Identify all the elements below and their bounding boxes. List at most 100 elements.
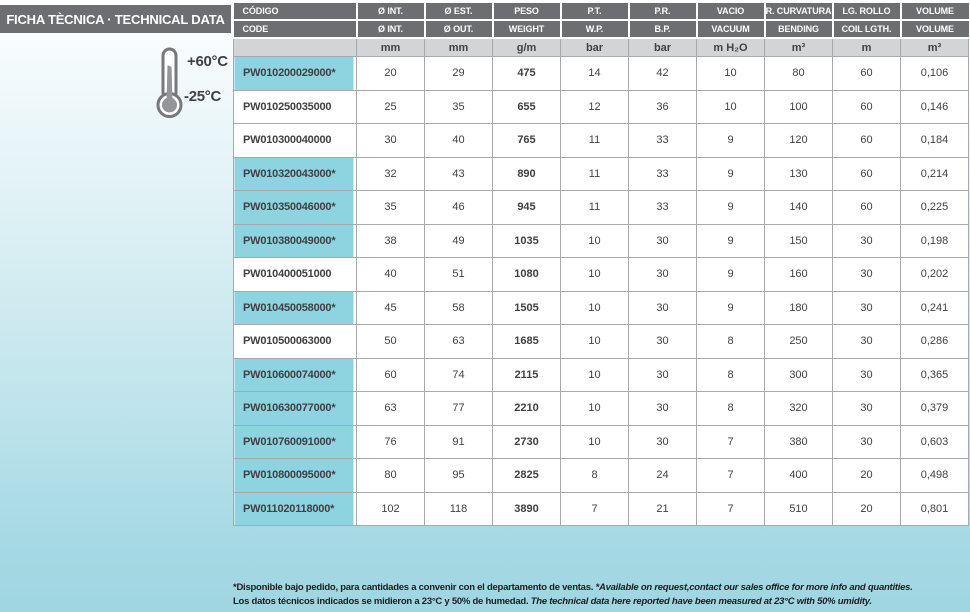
data-cell: 11 bbox=[560, 190, 629, 225]
column-header-es: VACIO bbox=[696, 3, 766, 21]
data-cell: 1080 bbox=[492, 257, 561, 292]
data-cell: 11 bbox=[560, 156, 629, 191]
data-cell: 300 bbox=[764, 357, 833, 392]
data-cell: 51 bbox=[424, 257, 493, 292]
code-cell: PW011020118000* bbox=[233, 491, 357, 526]
data-cell: 8 bbox=[560, 458, 629, 493]
code-cell: PW010500063000 bbox=[233, 324, 357, 359]
column-header-es: PESO bbox=[492, 3, 562, 21]
column-unit: m H₂O bbox=[696, 38, 765, 57]
data-cell: 9 bbox=[696, 223, 765, 258]
table-row: PW010300040000 30 40 765 11 33 9 120 60 0,184 bbox=[233, 123, 969, 158]
data-cell: 8 bbox=[696, 357, 765, 392]
data-cell: 7 bbox=[696, 491, 765, 526]
data-cell: 12 bbox=[560, 89, 629, 124]
data-cell: 8 bbox=[696, 324, 765, 359]
data-cell: 30 bbox=[832, 223, 901, 258]
table-row: PW010800095000* 80 95 2825 8 24 7 400 20 0,498 bbox=[233, 458, 969, 493]
footer-note-2-es: Los datos técnicos indicados se midieron… bbox=[233, 596, 531, 607]
temp-min-label: -25°C bbox=[184, 88, 222, 105]
column-unit bbox=[233, 38, 357, 57]
table-row: PW011020118000* 102 118 3890 7 21 7 510 20 0,801 bbox=[233, 491, 969, 526]
column-header-en: WEIGHT bbox=[492, 20, 562, 39]
data-cell: 0,214 bbox=[900, 156, 969, 191]
data-cell: 60 bbox=[832, 89, 901, 124]
page-title: FICHA TÈCNICA · TECHNICAL DATA bbox=[6, 11, 225, 27]
footer-note-1-en: *Available on request,contact our sales … bbox=[595, 582, 913, 593]
data-cell: 60 bbox=[832, 123, 901, 158]
data-cell: 30 bbox=[628, 257, 697, 292]
thermometer-icon bbox=[156, 47, 183, 118]
data-cell: 0,202 bbox=[900, 257, 969, 292]
data-cell: 30 bbox=[832, 324, 901, 359]
data-cell: 180 bbox=[764, 290, 833, 325]
data-cell: 95 bbox=[424, 458, 493, 493]
column-header-en: VOLUME bbox=[900, 20, 969, 39]
data-cell: 58 bbox=[424, 290, 493, 325]
table-row: PW010320043000* 32 43 890 11 33 9 130 60 0,214 bbox=[233, 156, 969, 191]
data-cell: 7 bbox=[560, 491, 629, 526]
code-cell: PW010630077000* bbox=[233, 391, 357, 426]
data-cell: 35 bbox=[424, 89, 493, 124]
header-row-en: CODE Ø INT. Ø OUT. WEIGHT W.P. B.P. VACUUM BEND… bbox=[233, 20, 969, 39]
data-cell: 50 bbox=[356, 324, 425, 359]
column-header-en: Ø INT. bbox=[356, 20, 426, 39]
footer-note-1: *Disponible bajo pedido, para cantidades… bbox=[233, 581, 970, 595]
code-cell: PW010250035000 bbox=[233, 89, 357, 124]
code-cell: PW010200029000* bbox=[233, 56, 357, 91]
data-cell: 2115 bbox=[492, 357, 561, 392]
column-unit: m³ bbox=[764, 38, 833, 57]
data-cell: 0,801 bbox=[900, 491, 969, 526]
data-cell: 0,106 bbox=[900, 56, 969, 91]
data-cell: 10 bbox=[560, 391, 629, 426]
column-header-es: P.T. bbox=[560, 3, 630, 21]
data-cell: 14 bbox=[560, 56, 629, 91]
title-bar: FICHA TÈCNICA · TECHNICAL DATA bbox=[0, 5, 231, 33]
data-cell: 10 bbox=[560, 357, 629, 392]
data-cell: 10 bbox=[560, 424, 629, 459]
data-cell: 380 bbox=[764, 424, 833, 459]
data-cell: 10 bbox=[560, 290, 629, 325]
code-cell: PW010450058000* bbox=[233, 290, 357, 325]
data-cell: 0,198 bbox=[900, 223, 969, 258]
footer-note-2-en: The technical data here reported have be… bbox=[530, 596, 872, 607]
data-cell: 0,379 bbox=[900, 391, 969, 426]
data-cell: 46 bbox=[424, 190, 493, 225]
data-cell: 130 bbox=[764, 156, 833, 191]
data-cell: 42 bbox=[628, 56, 697, 91]
data-cell: 30 bbox=[628, 424, 697, 459]
data-cell: 765 bbox=[492, 123, 561, 158]
data-cell: 30 bbox=[832, 357, 901, 392]
column-header-es: Ø EST. bbox=[424, 3, 494, 21]
data-cell: 0,603 bbox=[900, 424, 969, 459]
data-cell: 2825 bbox=[492, 458, 561, 493]
data-cell: 25 bbox=[356, 89, 425, 124]
column-header-es: VOLUME bbox=[900, 3, 969, 21]
code-cell: PW010300040000 bbox=[233, 123, 357, 158]
column-unit: mm bbox=[424, 38, 493, 57]
column-header-en: Ø OUT. bbox=[424, 20, 494, 39]
data-cell: 43 bbox=[424, 156, 493, 191]
data-cell: 320 bbox=[764, 391, 833, 426]
data-cell: 20 bbox=[356, 56, 425, 91]
data-cell: 655 bbox=[492, 89, 561, 124]
data-cell: 1685 bbox=[492, 324, 561, 359]
data-cell: 1035 bbox=[492, 223, 561, 258]
data-cell: 7 bbox=[696, 458, 765, 493]
data-cell: 60 bbox=[832, 190, 901, 225]
data-cell: 8 bbox=[696, 391, 765, 426]
data-cell: 100 bbox=[764, 89, 833, 124]
footer-notes: *Disponible bajo pedido, para cantidades… bbox=[233, 581, 970, 609]
data-cell: 20 bbox=[832, 491, 901, 526]
data-cell: 0,241 bbox=[900, 290, 969, 325]
data-cell: 45 bbox=[356, 290, 425, 325]
data-cell: 140 bbox=[764, 190, 833, 225]
code-cell: PW010380049000* bbox=[233, 223, 357, 258]
data-cell: 60 bbox=[356, 357, 425, 392]
data-cell: 3890 bbox=[492, 491, 561, 526]
data-cell: 945 bbox=[492, 190, 561, 225]
table-row: PW010630077000* 63 77 2210 10 30 8 320 30 0,379 bbox=[233, 391, 969, 426]
column-unit: bar bbox=[560, 38, 629, 57]
data-cell: 80 bbox=[356, 458, 425, 493]
